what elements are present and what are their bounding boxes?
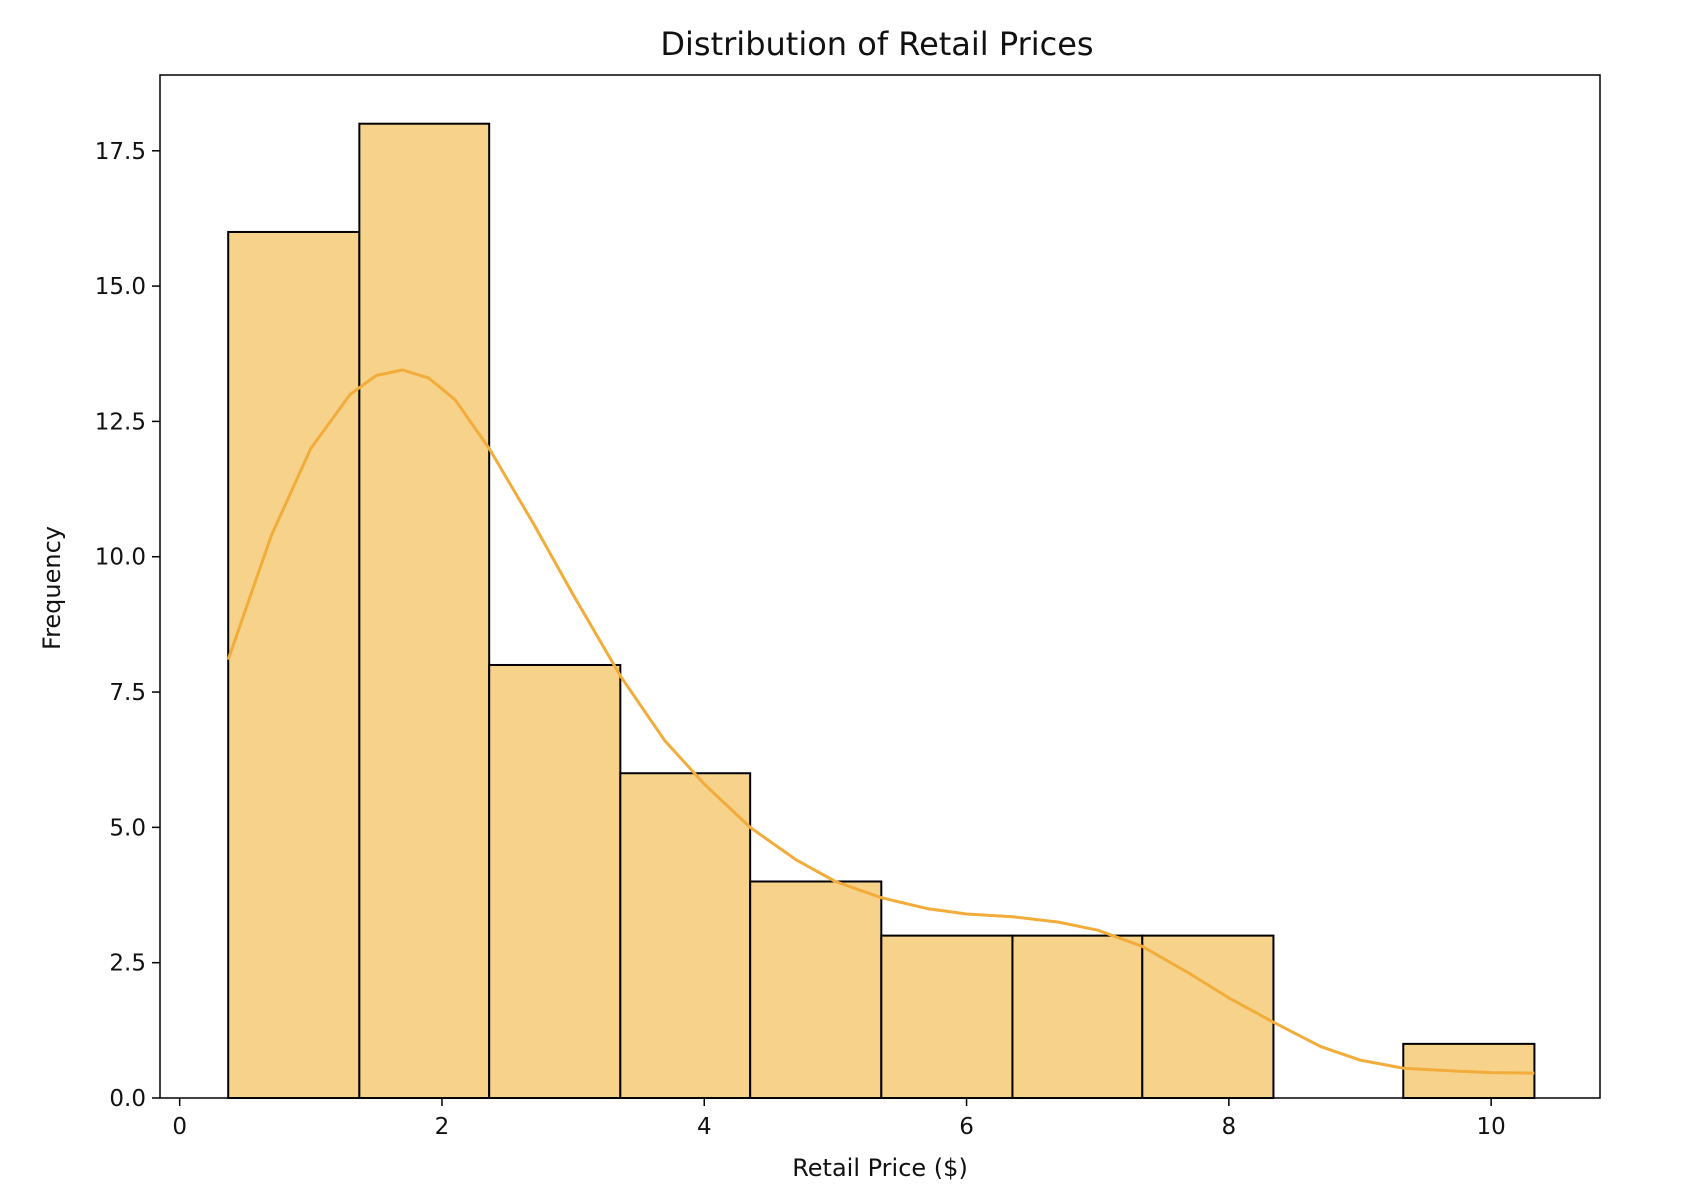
y-axis: 0.0 2.5 5.0 7.5 10.0 12.5 15.0 17.5	[95, 139, 160, 1112]
y-axis-label: Frequency	[38, 526, 66, 650]
x-tick-label: 0	[172, 1114, 187, 1140]
x-tick-label: 8	[1222, 1114, 1237, 1140]
y-tick-label: 15.0	[95, 274, 146, 300]
y-tick-label: 7.5	[109, 680, 146, 706]
y-tick-label: 12.5	[95, 409, 146, 435]
x-axis-label: Retail Price ($)	[792, 1154, 968, 1182]
y-tick-label: 17.5	[95, 139, 146, 165]
x-tick-label: 6	[959, 1114, 974, 1140]
kde-layer	[226, 368, 1535, 1075]
chart-title: Distribution of Retail Prices	[660, 25, 1093, 63]
x-axis: 0 2 4 6 8 10	[172, 1098, 1506, 1140]
histogram-bar-8	[1141, 934, 1275, 1099]
y-tick-label: 5.0	[109, 815, 146, 841]
histogram-bar-2	[358, 122, 491, 1099]
kde-line	[226, 368, 1535, 1075]
histogram-bar-3	[488, 663, 622, 1099]
histogram-bar-6	[880, 934, 1014, 1099]
x-tick-label: 4	[697, 1114, 712, 1140]
bars-layer	[227, 122, 1536, 1100]
y-tick-label: 2.5	[109, 951, 146, 977]
x-tick-label: 10	[1477, 1114, 1506, 1140]
histogram-bar-1	[227, 230, 361, 1099]
histogram-bar-5	[749, 880, 883, 1099]
histogram-bar-7	[1011, 934, 1144, 1099]
x-tick-label: 2	[435, 1114, 450, 1140]
plot-frame	[159, 74, 1601, 1099]
histogram-bar-4	[619, 772, 752, 1099]
y-tick-label: 10.0	[95, 545, 146, 571]
y-tick-label: 0.0	[109, 1086, 146, 1112]
